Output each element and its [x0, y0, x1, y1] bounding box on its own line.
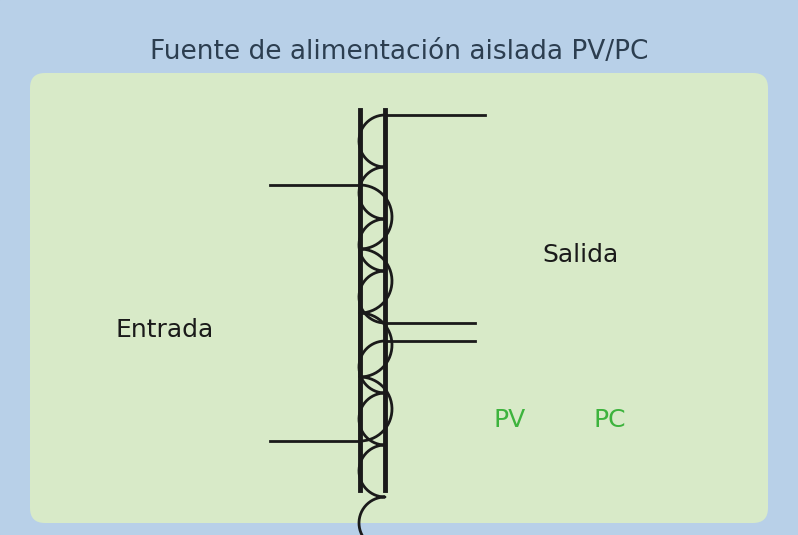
Text: Salida: Salida: [542, 243, 618, 267]
FancyBboxPatch shape: [30, 73, 768, 523]
Text: PV: PV: [494, 408, 526, 432]
Text: Fuente de alimentación aislada PV/PC: Fuente de alimentación aislada PV/PC: [150, 39, 648, 65]
Text: Entrada: Entrada: [116, 318, 214, 342]
Text: PC: PC: [594, 408, 626, 432]
